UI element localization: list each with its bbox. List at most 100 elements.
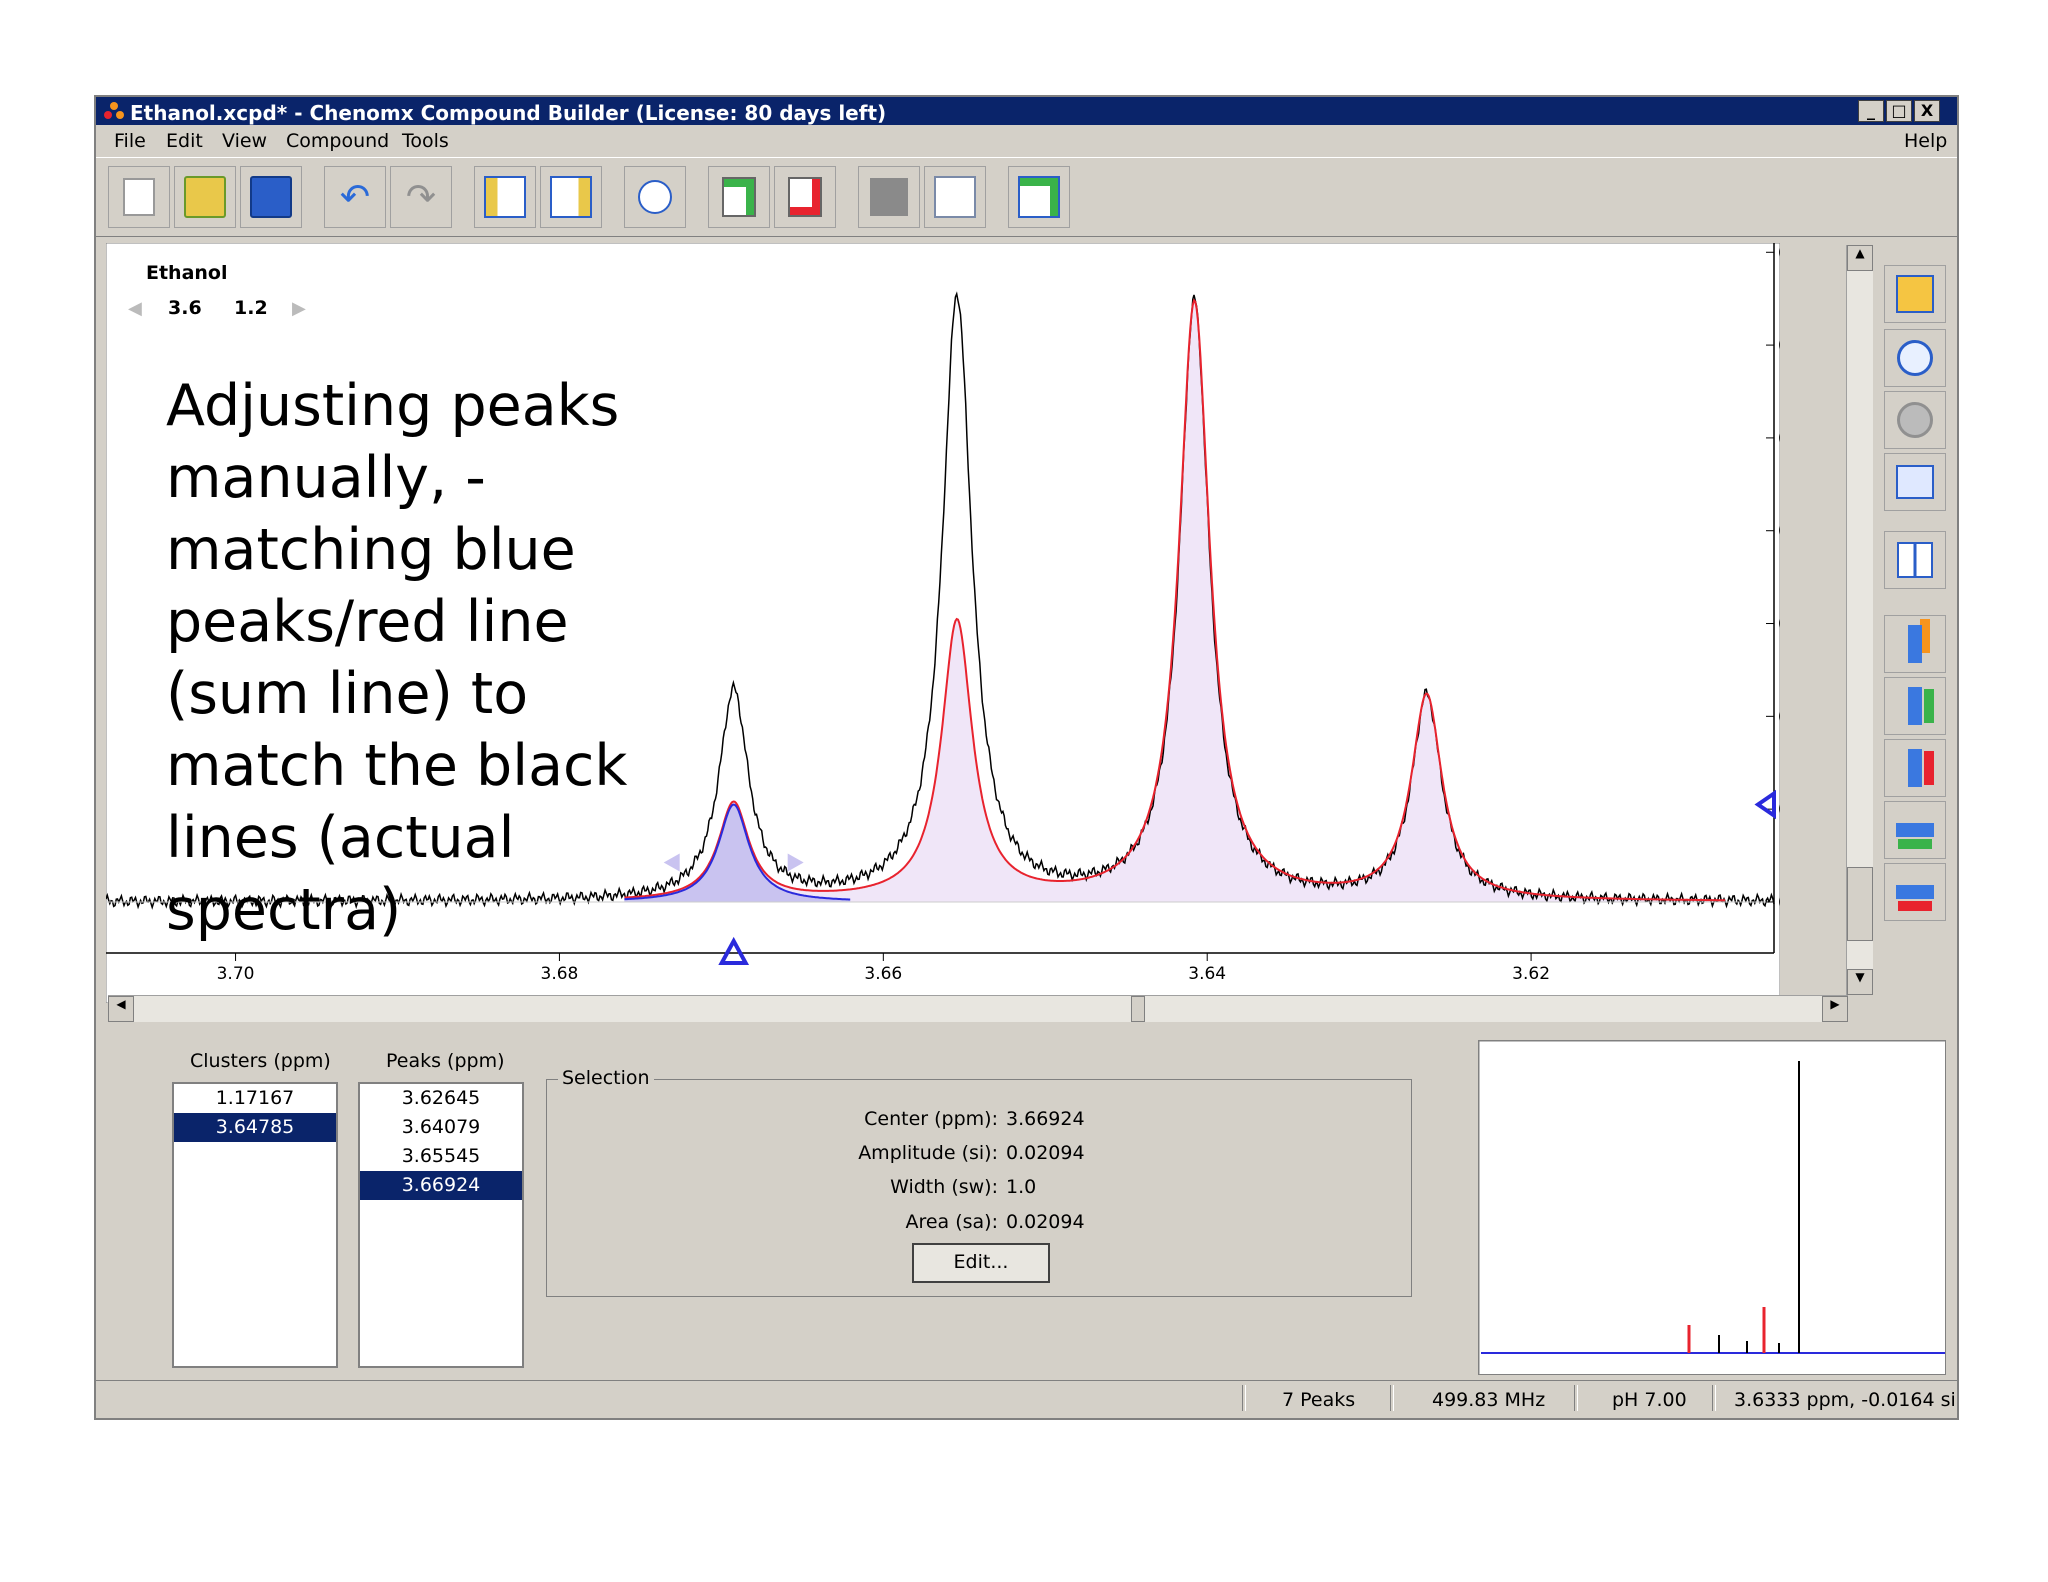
toolbar: ↶ ↷ bbox=[96, 157, 1957, 237]
selected-peak-marker bbox=[718, 936, 750, 965]
zoom-back-icon bbox=[1897, 402, 1933, 438]
width-label: Width (sw): bbox=[890, 1176, 998, 1198]
undo-icon: ↶ bbox=[339, 176, 371, 218]
delete-peak-button[interactable] bbox=[774, 166, 836, 228]
minimize-button[interactable]: _ bbox=[1858, 100, 1884, 122]
status-frequency: 499.83 MHz bbox=[1432, 1389, 1546, 1411]
list-item[interactable]: 3.62645 bbox=[401, 1087, 481, 1109]
selected-peak-line bbox=[624, 803, 851, 901]
undo-button[interactable]: ↶ bbox=[324, 166, 386, 228]
save-button[interactable] bbox=[240, 166, 302, 228]
selection-legend: Selection bbox=[558, 1067, 654, 1089]
zoom-back-button[interactable] bbox=[1884, 391, 1946, 449]
status-peaks: 7 Peaks bbox=[1282, 1389, 1356, 1411]
y-tick-label: 0.02 bbox=[1778, 800, 1780, 820]
overview-spectrum[interactable] bbox=[1478, 1040, 1946, 1375]
cluster-button[interactable] bbox=[858, 166, 920, 228]
vertical-scrollbar[interactable]: ▲ ▼ bbox=[1846, 245, 1873, 995]
scale-up-button[interactable] bbox=[1884, 615, 1946, 673]
horizontal-scroll-thumb[interactable] bbox=[1131, 996, 1145, 1022]
zoom-fit-button[interactable] bbox=[1884, 265, 1946, 323]
right-panel-icon bbox=[550, 176, 592, 218]
list-item[interactable]: 3.65545 bbox=[401, 1145, 481, 1167]
delete-peak-icon bbox=[788, 177, 822, 217]
cluster-label[interactable]: 1.2 bbox=[234, 297, 268, 319]
clusters-header: Clusters (ppm) bbox=[190, 1050, 331, 1072]
spectrum-plot[interactable]: 0.14 0.12 0.10 0.08 0.06 0.04 0.02 0.00 3.70 3.68… bbox=[106, 243, 1780, 1003]
info-button[interactable] bbox=[624, 166, 686, 228]
width-increase-icon bbox=[1896, 823, 1934, 837]
new-file-button[interactable] bbox=[108, 166, 170, 228]
zoom-in-button[interactable] bbox=[1884, 329, 1946, 387]
clusters-list[interactable]: 1.17167 3.64785 bbox=[172, 1082, 338, 1368]
amplitude-value: 0.02094 bbox=[1006, 1142, 1085, 1164]
x-tick-label: 3.70 bbox=[217, 964, 255, 984]
maximize-button[interactable]: □ bbox=[1886, 100, 1912, 122]
open-folder-icon bbox=[184, 176, 226, 218]
split-view-button[interactable] bbox=[1884, 531, 1946, 589]
list-item[interactable]: 3.64785 bbox=[174, 1113, 336, 1142]
center-value: 3.66924 bbox=[1006, 1108, 1085, 1130]
left-panel-button[interactable] bbox=[474, 166, 536, 228]
x-tick-label: 3.68 bbox=[541, 964, 579, 984]
y-tick-label: 0.14 bbox=[1778, 243, 1780, 263]
add-peak-icon bbox=[722, 177, 756, 217]
edit-button[interactable]: Edit... bbox=[912, 1243, 1050, 1283]
menu-tools[interactable]: Tools bbox=[402, 130, 449, 152]
sum-line bbox=[624, 298, 1726, 902]
redo-icon: ↷ bbox=[405, 176, 437, 218]
scroll-right-icon[interactable]: ▶ bbox=[1822, 996, 1848, 1022]
scale-decrease-button[interactable] bbox=[1884, 739, 1946, 797]
redo-button[interactable]: ↷ bbox=[390, 166, 452, 228]
menu-help[interactable]: Help bbox=[1904, 130, 1948, 152]
info-icon bbox=[638, 180, 672, 214]
x-tick-label: 3.66 bbox=[864, 964, 902, 984]
app-logo-icon bbox=[104, 102, 124, 119]
zoom-window-icon bbox=[1896, 465, 1934, 499]
fit-button[interactable] bbox=[924, 166, 986, 228]
width-increase-button[interactable] bbox=[1884, 801, 1946, 859]
menu-view[interactable]: View bbox=[222, 130, 268, 152]
add-spectrum-button[interactable] bbox=[1008, 166, 1070, 228]
width-decrease-icon bbox=[1896, 885, 1934, 899]
list-item[interactable]: 3.64079 bbox=[401, 1116, 481, 1138]
window-title: Ethanol.xcpd* - Chenomx Compound Builder… bbox=[130, 101, 887, 125]
status-ph: pH 7.00 bbox=[1612, 1389, 1687, 1411]
width-handle-left bbox=[663, 853, 680, 872]
left-panel-icon bbox=[484, 176, 526, 218]
add-peak-button[interactable] bbox=[708, 166, 770, 228]
amplitude-label: Amplitude (si): bbox=[858, 1142, 998, 1164]
open-button[interactable] bbox=[174, 166, 236, 228]
scroll-up-icon[interactable]: ▲ bbox=[1847, 245, 1873, 271]
right-panel-button[interactable] bbox=[540, 166, 602, 228]
menu-edit[interactable]: Edit bbox=[166, 130, 203, 152]
list-item[interactable]: 1.17167 bbox=[215, 1087, 295, 1109]
selection-group bbox=[546, 1079, 1412, 1297]
list-item[interactable]: 3.66924 bbox=[360, 1171, 522, 1200]
scroll-left-icon[interactable]: ◀ bbox=[108, 996, 134, 1022]
center-label: Center (ppm): bbox=[864, 1108, 998, 1130]
cluster-label[interactable]: 3.6 bbox=[168, 297, 202, 319]
cluster-prev-icon[interactable]: ◀ bbox=[128, 298, 142, 319]
scale-up-icon bbox=[1908, 625, 1922, 663]
compound-name: Ethanol bbox=[146, 262, 228, 284]
status-separator bbox=[1390, 1385, 1394, 1411]
new-file-icon bbox=[123, 178, 155, 216]
cluster-next-icon[interactable]: ▶ bbox=[292, 298, 306, 319]
horizontal-scrollbar[interactable]: ◀ ▶ bbox=[108, 995, 1848, 1022]
peaks-list[interactable]: 3.62645 3.64079 3.65545 3.66924 bbox=[358, 1082, 524, 1368]
vertical-scroll-thumb[interactable] bbox=[1847, 867, 1873, 941]
scroll-down-icon[interactable]: ▼ bbox=[1847, 969, 1873, 995]
width-decrease-button[interactable] bbox=[1884, 863, 1946, 921]
y-tick-label: 0.06 bbox=[1778, 615, 1780, 635]
area-value: 0.02094 bbox=[1006, 1211, 1085, 1233]
close-button[interactable]: X bbox=[1914, 100, 1940, 122]
width-handle-right bbox=[787, 853, 804, 872]
annotation-text: Adjusting peaks manually, - matching blu… bbox=[166, 373, 628, 943]
scale-increase-button[interactable] bbox=[1884, 677, 1946, 735]
zoom-window-button[interactable] bbox=[1884, 453, 1946, 511]
menu-file[interactable]: File bbox=[114, 130, 146, 152]
x-tick-label: 3.62 bbox=[1512, 964, 1550, 984]
menu-compound[interactable]: Compound bbox=[286, 130, 390, 152]
actual-spectrum-line bbox=[106, 291, 1775, 910]
